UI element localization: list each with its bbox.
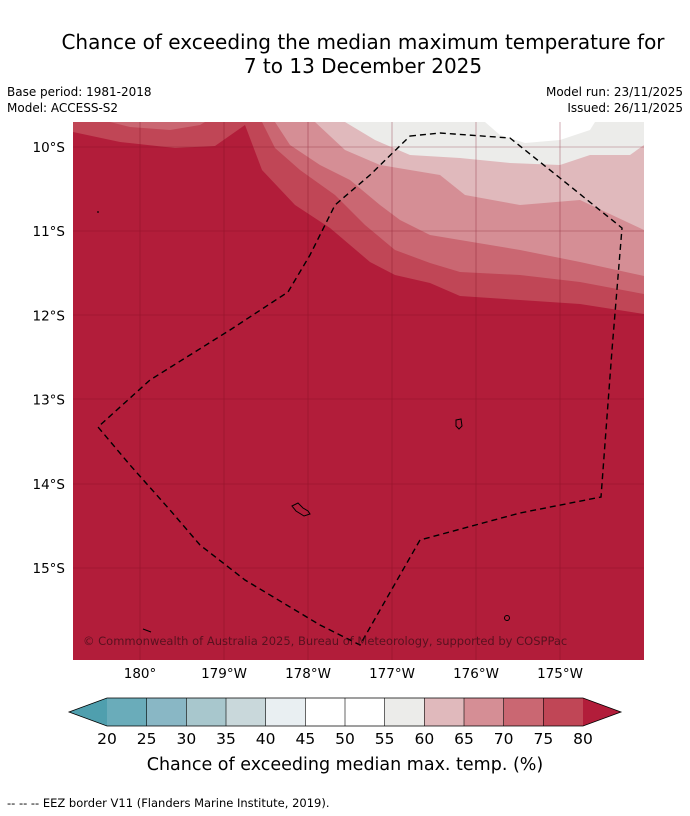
colorbar-tick-label: 40	[256, 730, 276, 748]
colorbar-ticks: 20 25 30 35 40 45 50 55 60 65 70 75 80	[97, 730, 593, 748]
colorbar-tick-label: 60	[414, 730, 434, 748]
island-south	[504, 615, 510, 621]
colorbar-box	[265, 698, 306, 726]
island-southwest	[142, 628, 152, 633]
lon-label: 177°W	[369, 666, 415, 682]
base-period-text: Base period: 1981-2018	[7, 85, 152, 99]
band-50-55	[485, 122, 595, 143]
colorbar-under-triangle	[69, 698, 107, 726]
colorbar: 20 25 30 35 40 45 50 55 60 65 70 75 80 Chance of exc…	[67, 697, 623, 775]
colorbar-box	[186, 698, 227, 726]
copyright-text: © Commonwealth of Australia 2025, Bureau…	[83, 634, 567, 648]
model-text: Model: ACCESS-S2	[7, 101, 119, 115]
colorbar-outline	[67, 697, 623, 727]
lat-label: 12°S	[33, 308, 66, 324]
colorbar-box	[146, 698, 187, 726]
island-west	[291, 502, 311, 517]
meta-right: Model run: 23/11/2025 Issued: 26/11/2025	[546, 84, 683, 116]
colorbar-tick-label: 35	[216, 730, 236, 748]
colorbar-box	[305, 698, 346, 726]
colorbar-box	[464, 698, 504, 726]
lat-label: 14°S	[33, 477, 66, 493]
map-area	[73, 122, 644, 660]
eez-legend-text: -- -- -- EEZ border V11 (Flanders Marine…	[7, 796, 330, 810]
islet-nw	[97, 211, 99, 213]
colorbar-box	[424, 698, 465, 726]
meta-left: Base period: 1981-2018 Model: ACCESS-S2	[7, 84, 152, 116]
colorbar-tick-label: 30	[176, 730, 196, 748]
latitude-labels: 10°S 11°S 12°S 13°S 14°S 15°S	[33, 140, 66, 577]
colorbar-tick-label: 55	[375, 730, 395, 748]
lon-label: 180°	[124, 666, 157, 682]
gridlines	[73, 122, 644, 660]
map-title: Chance of exceeding the median maximum t…	[0, 30, 690, 78]
lat-label: 11°S	[33, 224, 66, 240]
colorbar-tick-label: 20	[97, 730, 117, 748]
colorbar-box	[503, 698, 544, 726]
colorbar-tick-label: 70	[494, 730, 514, 748]
lon-label: 179°W	[201, 666, 247, 682]
eez-border	[97, 132, 623, 646]
colorbar-box	[543, 698, 584, 726]
longitude-labels: 180° 179°W 178°W 177°W 176°W 175°W	[124, 666, 583, 682]
colorbar-tick-label: 80	[573, 730, 593, 748]
island-central	[455, 418, 463, 430]
colorbar-tick-label: 45	[295, 730, 315, 748]
colorbar-tick-label: 65	[454, 730, 474, 748]
colorbar-boxes	[107, 698, 584, 726]
title-line-2: 7 to 13 December 2025	[243, 54, 483, 78]
title-line-1: Chance of exceeding the median maximum t…	[61, 30, 665, 54]
colorbar-box	[107, 698, 147, 726]
issued-text: Issued: 26/11/2025	[567, 101, 683, 115]
lon-label: 176°W	[453, 666, 499, 682]
colorbar-tick-label: 75	[533, 730, 553, 748]
lon-label: 178°W	[285, 666, 331, 682]
lat-label: 13°S	[33, 393, 66, 409]
lat-label: 10°S	[33, 140, 66, 156]
lon-label: 175°W	[537, 666, 583, 682]
colorbar-tick-label: 50	[335, 730, 355, 748]
colorbar-box	[345, 698, 385, 726]
colorbar-box	[384, 698, 425, 726]
lat-label: 15°S	[33, 561, 66, 577]
colorbar-label: Chance of exceeding median max. temp. (%…	[147, 755, 544, 775]
model-run-text: Model run: 23/11/2025	[545, 85, 683, 99]
colorbar-over-triangle	[583, 698, 621, 726]
colorbar-box	[226, 698, 266, 726]
colorbar-tick-label: 25	[137, 730, 157, 748]
